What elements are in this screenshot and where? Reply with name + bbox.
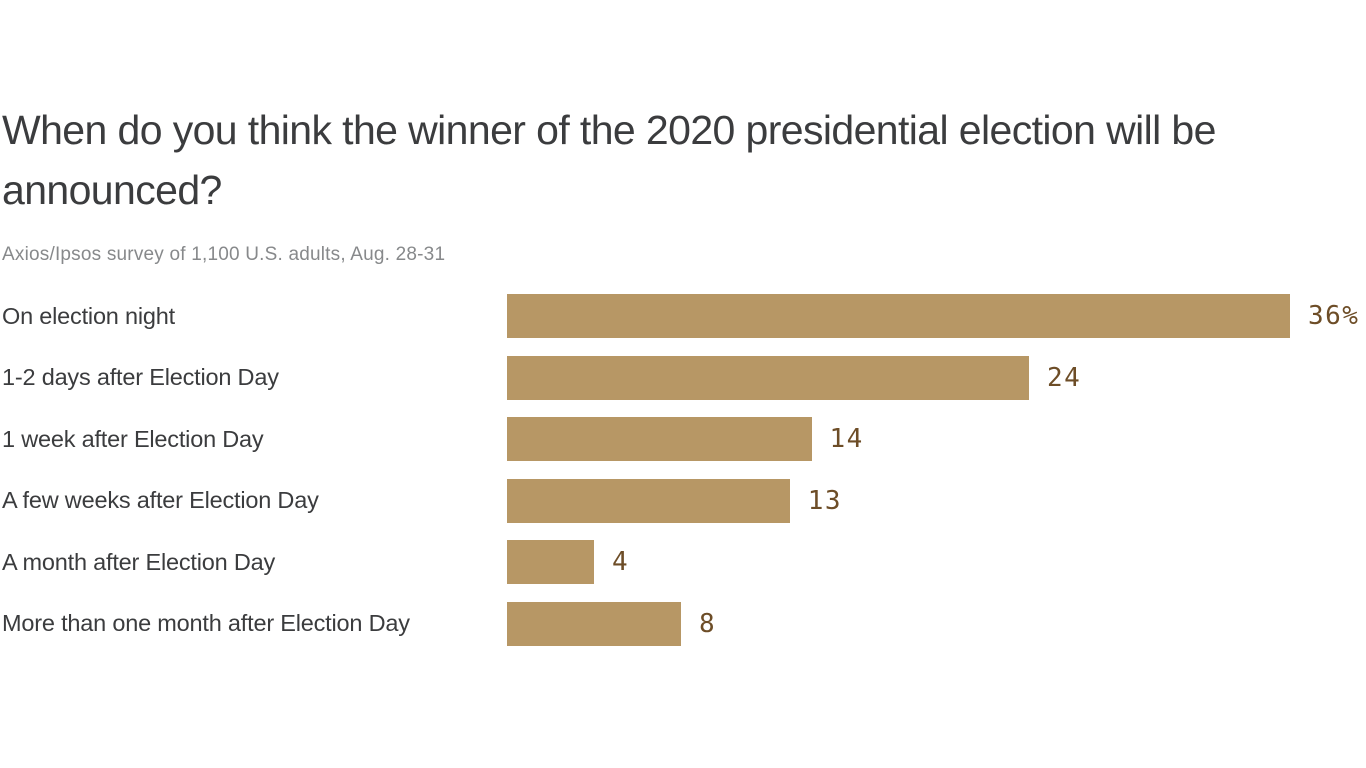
category-label: A month after Election Day bbox=[2, 548, 276, 575]
category-label: More than one month after Election Day bbox=[2, 610, 410, 636]
value-label: 24 bbox=[1047, 362, 1082, 393]
bar bbox=[507, 478, 790, 523]
bar-track: 8 bbox=[507, 601, 717, 646]
bar bbox=[507, 294, 1290, 338]
category-label: 1 week after Election Day bbox=[2, 425, 264, 452]
value-label: 13 bbox=[807, 485, 843, 516]
bar-track: 4 bbox=[507, 540, 629, 584]
bar-row: 1-2 days after Election Day 24 bbox=[2, 355, 1366, 400]
bar bbox=[507, 601, 681, 646]
bar-track: 13 bbox=[507, 478, 843, 523]
chart-title: When do you think the winner of the 2020… bbox=[2, 107, 1216, 213]
bar-track: 24 bbox=[507, 355, 1082, 400]
value-label: 8 bbox=[699, 608, 717, 639]
bar-chart: On election night 36% 1-2 days after Ele… bbox=[2, 294, 1366, 646]
value-label: 36% bbox=[1308, 301, 1360, 331]
category-label: On election night bbox=[2, 302, 175, 329]
value-label: 14 bbox=[829, 424, 864, 454]
bar-track: 36% bbox=[507, 294, 1359, 338]
bar-row: On election night 36% bbox=[2, 294, 1366, 338]
bar bbox=[507, 540, 594, 584]
bar bbox=[507, 355, 1029, 400]
bar-row: More than one month after Election Day 8 bbox=[2, 601, 1366, 646]
bar bbox=[507, 417, 812, 461]
bar-row: A month after Election Day 4 bbox=[2, 540, 1366, 584]
bar-track: 14 bbox=[507, 417, 864, 461]
category-label: 1-2 days after Election Day bbox=[2, 364, 279, 390]
bar-row: A few weeks after Election Day 13 bbox=[2, 478, 1366, 523]
value-label: 4 bbox=[612, 547, 630, 577]
bar-row: 1 week after Election Day 14 bbox=[2, 417, 1366, 461]
category-label: A few weeks after Election Day bbox=[2, 487, 319, 513]
chart-subtitle: Axios/Ipsos survey of 1,100 U.S. adults,… bbox=[2, 244, 446, 265]
